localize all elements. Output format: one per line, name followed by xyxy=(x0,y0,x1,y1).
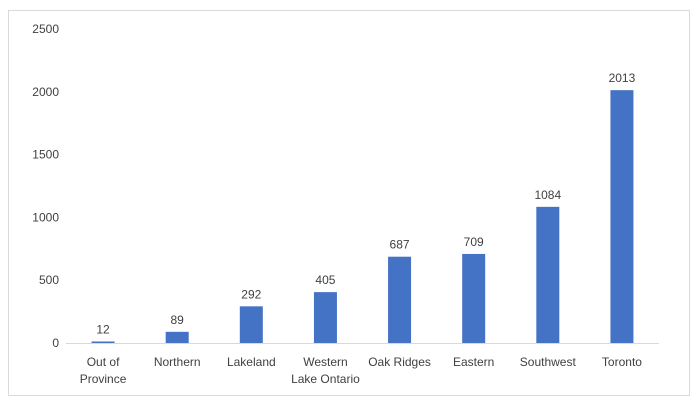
y-tick-label: 0 xyxy=(52,336,59,350)
data-labels: 12 89 292 405 687 709 1084 2013 xyxy=(96,71,635,336)
x-tick-label-line: Southwest xyxy=(520,355,577,369)
x-tick-label: Out of Province xyxy=(80,355,127,386)
x-tick-label: Western Lake Ontario xyxy=(291,355,360,386)
x-tick-label-line: Lake Ontario xyxy=(291,372,360,386)
bar-value-label: 89 xyxy=(171,313,185,327)
x-tick-label-line: Out of xyxy=(87,355,120,369)
x-axis-tick-labels: Out of Province Northern Lakeland Western Lak… xyxy=(80,355,643,386)
x-tick-label: Lakeland xyxy=(227,355,276,369)
x-tick-label-line: Province xyxy=(80,372,127,386)
bar-value-label: 12 xyxy=(96,322,110,336)
y-tick-label: 2500 xyxy=(32,22,59,36)
chart-frame: 0 500 1000 1500 2000 2500 12 89 292 405 687 709 108… xyxy=(8,10,690,396)
x-tick-label: Eastern xyxy=(453,355,494,369)
x-tick-label: Toronto xyxy=(602,355,642,369)
bar xyxy=(388,256,412,343)
bar xyxy=(165,331,189,343)
x-tick-label-line: Toronto xyxy=(602,355,642,369)
x-tick-label: Oak Ridges xyxy=(368,355,431,369)
x-tick-label-line: Northern xyxy=(154,355,201,369)
x-tick-label-line: Eastern xyxy=(453,355,494,369)
bar-chart: 0 500 1000 1500 2000 2500 12 89 292 405 687 709 108… xyxy=(32,22,659,386)
bar-value-label: 405 xyxy=(315,273,335,287)
bar-value-label: 292 xyxy=(241,287,261,301)
bar-value-label: 2013 xyxy=(609,71,636,85)
bar xyxy=(536,206,560,343)
y-tick-label: 500 xyxy=(39,273,59,287)
bar xyxy=(91,341,115,343)
bar xyxy=(462,253,486,343)
x-tick-label: Southwest xyxy=(520,355,577,369)
bar-value-label: 687 xyxy=(390,238,410,252)
bar xyxy=(239,306,263,343)
x-tick-label: Northern xyxy=(154,355,201,369)
y-tick-label: 1500 xyxy=(32,148,59,162)
bar-value-label: 1084 xyxy=(534,188,561,202)
bar xyxy=(610,90,634,343)
x-tick-label-line: Lakeland xyxy=(227,355,276,369)
bar-series xyxy=(91,90,634,343)
x-tick-label-line: Oak Ridges xyxy=(368,355,431,369)
y-tick-label: 2000 xyxy=(32,85,59,99)
y-axis-tick-labels: 0 500 1000 1500 2000 2500 xyxy=(32,22,59,350)
bar-value-label: 709 xyxy=(464,235,484,249)
y-tick-label: 1000 xyxy=(32,210,59,224)
x-tick-label-line: Western xyxy=(303,355,347,369)
bar xyxy=(313,292,337,343)
